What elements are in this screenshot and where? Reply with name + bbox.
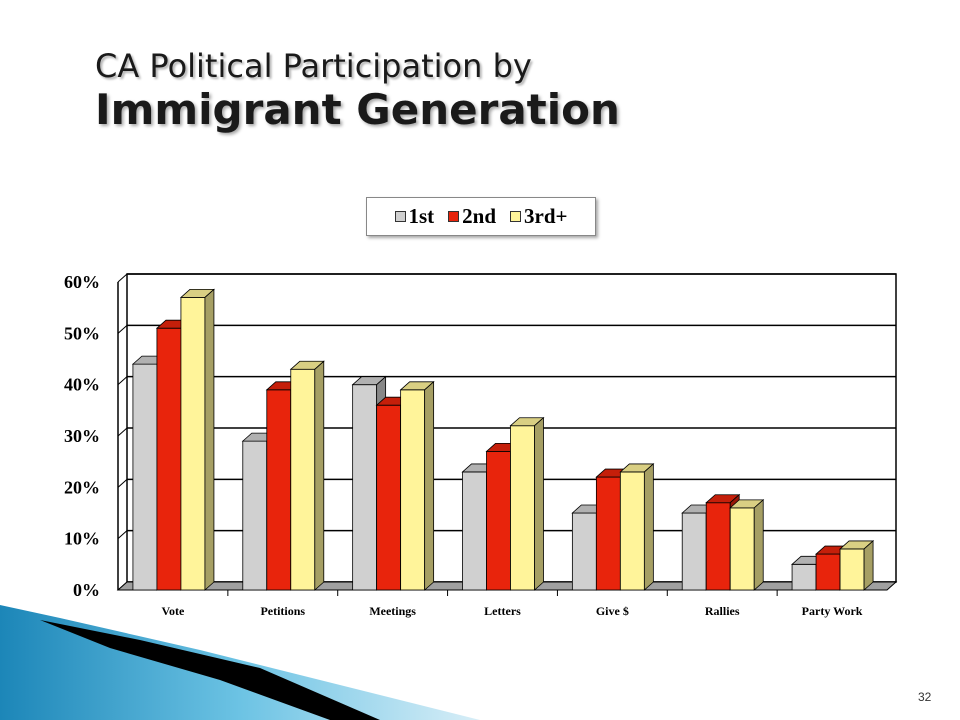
- bar: [510, 425, 535, 591]
- y-tick-label: 40%: [64, 375, 100, 395]
- gridline-side: [117, 273, 128, 283]
- gridline-side: [117, 427, 128, 437]
- bar: [595, 476, 621, 591]
- legend-item-2nd: 2nd: [448, 204, 496, 229]
- title-line-2: Immigrant Generation: [95, 85, 620, 134]
- y-tick-label: 30%: [64, 426, 100, 446]
- legend-item-3rd: 3rd+: [510, 204, 568, 229]
- bar: [132, 363, 158, 591]
- y-tick-label: 60%: [64, 272, 100, 292]
- legend-label-1st: 1st: [408, 204, 435, 228]
- bar: [681, 512, 707, 591]
- chart-legend: 1st 2nd 3rd+: [366, 197, 596, 236]
- bar: [352, 384, 378, 591]
- title-line-1: CA Political Participation by: [95, 47, 532, 85]
- legend-swatch-2nd: [448, 211, 460, 222]
- swoosh-black-stroke: [40, 620, 380, 720]
- bar-side: [204, 288, 215, 591]
- bar: [180, 296, 206, 591]
- y-tick-label: 50%: [64, 323, 100, 343]
- y-tick-label: 10%: [64, 529, 100, 549]
- legend-item-1st: 1st: [394, 204, 435, 229]
- bar: [815, 553, 841, 591]
- bar-side: [424, 380, 435, 591]
- swoosh-blue-shape: [0, 605, 480, 720]
- gridline-side: [117, 530, 128, 540]
- bar: [729, 507, 755, 591]
- x-tick-label: Party Work: [802, 604, 863, 618]
- y-tick-label: 0%: [73, 580, 100, 600]
- x-tick-label: Letters: [484, 604, 521, 618]
- slide-number: 32: [918, 690, 932, 704]
- legend-swatch-1st: [394, 211, 406, 222]
- bar-side: [863, 540, 874, 591]
- x-tick-label: Vote: [161, 604, 185, 618]
- x-tick-label: Meetings: [369, 604, 416, 618]
- gridline-side: [117, 324, 128, 334]
- legend-label-3rd: 3rd+: [524, 204, 568, 228]
- bar: [486, 450, 511, 591]
- y-tick-label: 20%: [64, 477, 100, 497]
- gridline-side: [117, 478, 128, 488]
- x-tick-label: Give $: [596, 604, 629, 618]
- bar-side: [534, 416, 544, 591]
- bar: [376, 404, 402, 591]
- x-tick-label: Petitions: [260, 604, 305, 618]
- gridline-side: [117, 376, 128, 386]
- bar-side: [753, 498, 764, 591]
- legend-label-2nd: 2nd: [462, 204, 497, 228]
- slide-title: CA Political Participation by Immigrant …: [95, 46, 620, 134]
- bar: [242, 440, 268, 591]
- x-tick-label: Rallies: [705, 604, 740, 618]
- bar-side: [314, 360, 325, 591]
- legend-swatch-3rd: [510, 211, 522, 222]
- bar-side: [643, 463, 654, 591]
- bar: [266, 389, 292, 591]
